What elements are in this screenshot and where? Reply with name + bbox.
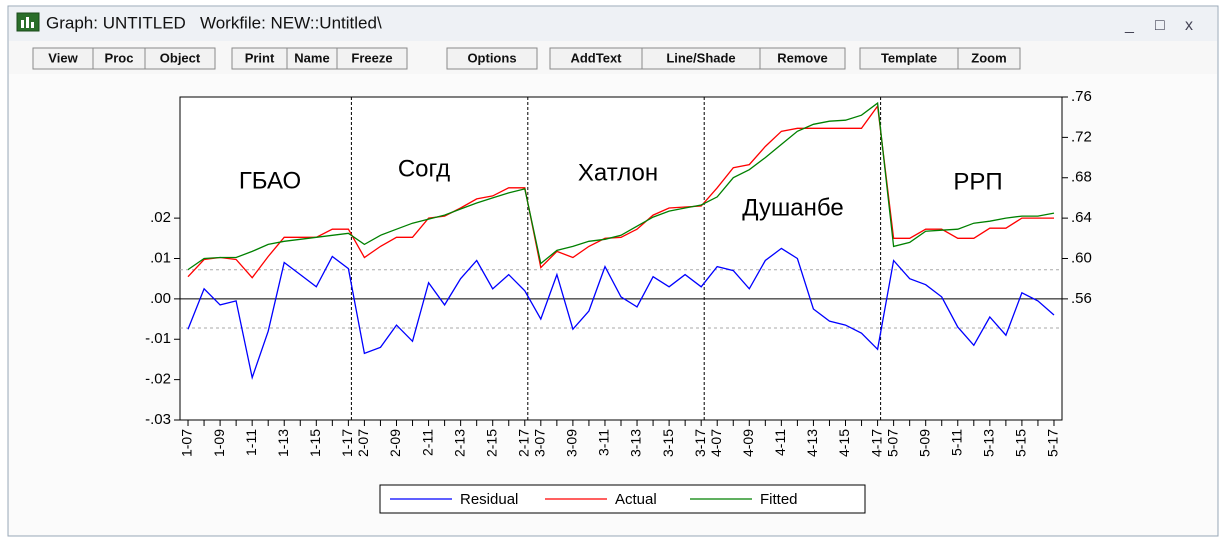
x-tick-label: 1-07 (179, 429, 195, 457)
series-line (187, 247, 1055, 381)
x-tick-label: 5-15 (1013, 429, 1029, 457)
x-tick-label: 1-13 (275, 429, 291, 457)
x-tick-label: 2-15 (483, 429, 499, 457)
toolbar-button[interactable] (144, 47, 216, 70)
toolbar-button-label[interactable]: Print (245, 50, 275, 65)
x-tick-label: 5-07 (884, 429, 900, 457)
x-tick-label: 1-15 (307, 429, 323, 457)
x-tick-label: 5-17 (1045, 429, 1061, 457)
toolbar-button[interactable] (336, 47, 408, 70)
y2-tick-label: .56 (1071, 290, 1092, 307)
x-tick-label: 2-13 (451, 429, 467, 457)
x-tick-label: 2-09 (387, 429, 403, 457)
toolbar-button-label[interactable]: Options (467, 50, 516, 65)
x-tick-label: 3-15 (660, 429, 676, 457)
y2-tick-label: .72 (1071, 128, 1092, 145)
legend-label: Fitted (760, 491, 798, 508)
legend (379, 484, 866, 514)
legend-label: Residual (460, 491, 518, 508)
title-bar (9, 7, 1217, 41)
window-title: Graph: UNTITLED Workfile: NEW::Untitled\ (46, 13, 382, 32)
x-tick-label: 2-07 (355, 429, 371, 457)
toolbar-button-label[interactable]: Template (881, 50, 937, 65)
toolbar-button-label[interactable]: Proc (105, 50, 134, 65)
x-tick-label: 5-11 (948, 429, 964, 456)
window-icon (16, 12, 40, 32)
y2-tick-label: .76 (1071, 88, 1092, 105)
toolbar-button[interactable] (759, 47, 846, 70)
y-tick-label: -.03 (145, 411, 171, 428)
group-label: РРП (953, 168, 1002, 195)
x-tick-label: 3-11 (596, 429, 612, 456)
series-line (187, 101, 1055, 271)
x-tick-label: 1-17 (339, 429, 355, 457)
toolbar-button[interactable] (957, 47, 1021, 70)
toolbar-button-label[interactable]: Object (160, 50, 201, 65)
x-tick-label: 5-09 (916, 429, 932, 457)
toolbar-button-label[interactable]: Freeze (351, 50, 392, 65)
y-tick-label: .00 (150, 290, 171, 307)
x-tick-label: 4-07 (708, 429, 724, 457)
toolbar-button-label[interactable]: Remove (777, 50, 828, 65)
x-tick-label: 1-11 (243, 429, 259, 456)
y-tick-label: .02 (150, 209, 171, 226)
toolbar-button-label[interactable]: Line/Shade (666, 50, 735, 65)
y2-tick-label: .64 (1071, 209, 1092, 226)
toolbar-button-label[interactable]: View (48, 50, 78, 65)
y2-tick-label: .68 (1071, 169, 1092, 186)
y2-tick-label: .60 (1071, 249, 1092, 266)
x-tick-label: 2-17 (515, 429, 531, 457)
x-tick-label: 3-17 (692, 429, 708, 457)
x-tick-label: 3-07 (532, 429, 548, 457)
legend-label: Actual (615, 491, 657, 508)
x-tick-label: 4-17 (868, 429, 884, 457)
x-tick-label: 5-13 (981, 429, 997, 457)
group-label: ГБАО (239, 167, 301, 194)
group-label: Согд (398, 155, 450, 182)
group-label: Душанбе (742, 194, 843, 221)
x-tick-label: 3-09 (564, 429, 580, 457)
toolbar-button-label[interactable]: AddText (570, 50, 622, 65)
x-tick-label: 4-15 (836, 429, 852, 457)
x-tick-label: 4-09 (740, 429, 756, 457)
toolbar-button[interactable] (446, 47, 538, 70)
y-tick-label: .01 (150, 249, 171, 266)
plot-area (179, 96, 1063, 421)
minimize-button[interactable]: _ (1124, 17, 1135, 34)
y-tick-label: -.02 (145, 371, 171, 388)
maximize-button[interactable]: □ (1155, 17, 1165, 34)
x-tick-label: 4-11 (772, 429, 788, 456)
group-label: Хатлон (578, 159, 658, 186)
x-tick-label: 4-13 (804, 429, 820, 457)
x-tick-label: 3-13 (628, 429, 644, 457)
x-tick-label: 2-11 (419, 429, 435, 456)
toolbar-button-label[interactable]: Name (294, 50, 329, 65)
close-button[interactable]: x (1185, 17, 1193, 34)
toolbar-button-label[interactable]: Zoom (971, 50, 1006, 65)
series-line (187, 104, 1054, 279)
y-tick-label: -.01 (145, 330, 171, 347)
x-tick-label: 1-09 (211, 429, 227, 457)
